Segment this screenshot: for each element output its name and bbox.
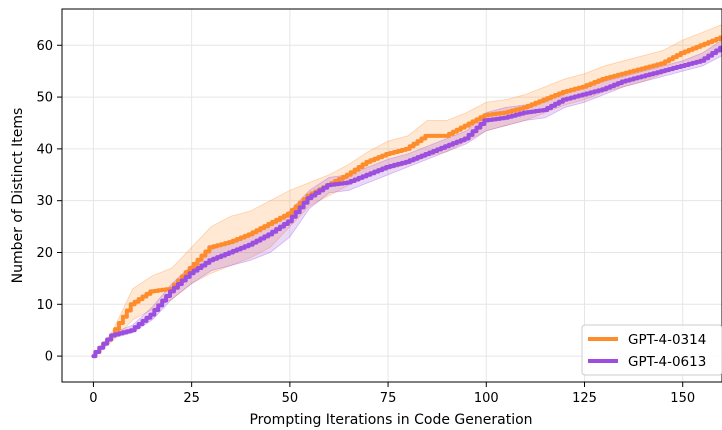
y-tick-label: 50 xyxy=(36,91,53,106)
y-tick-label: 10 xyxy=(36,298,53,313)
x-tick-label: 50 xyxy=(282,391,299,406)
y-tick-label: 60 xyxy=(36,39,53,54)
grid xyxy=(62,9,722,382)
series-lines xyxy=(91,35,722,359)
x-tick-label: 100 xyxy=(474,391,499,406)
y-tick-label: 20 xyxy=(36,246,53,261)
x-tick-label: 0 xyxy=(89,391,97,406)
x-tick-label: 25 xyxy=(183,391,200,406)
x-tick-label: 150 xyxy=(670,391,695,406)
axes: 0 25 50 75 100 125 150 0 10 20 30 40 50 60 xyxy=(36,8,722,406)
band-gpt-4-0314 xyxy=(93,24,722,357)
legend-label: GPT-4-0314 xyxy=(628,332,706,348)
x-tick-label: 125 xyxy=(572,391,597,406)
y-tick-label: 0 xyxy=(45,350,53,365)
plot-frame xyxy=(61,8,722,383)
y-tick-label: 30 xyxy=(36,194,53,209)
series-line-gpt-4-0613 xyxy=(91,45,722,359)
y-axis-label: Number of Distinct Items xyxy=(10,108,26,284)
y-tick-label: 40 xyxy=(36,142,53,157)
x-tick-label: 75 xyxy=(380,391,397,406)
legend: GPT-4-0314 GPT-4-0613 xyxy=(581,324,722,376)
legend-label: GPT-4-0613 xyxy=(628,354,706,370)
x-axis-label: Prompting Iterations in Code Generation xyxy=(249,412,532,428)
series-line-gpt-4-0314 xyxy=(91,35,722,359)
band-gpt-4-0613 xyxy=(93,39,722,357)
